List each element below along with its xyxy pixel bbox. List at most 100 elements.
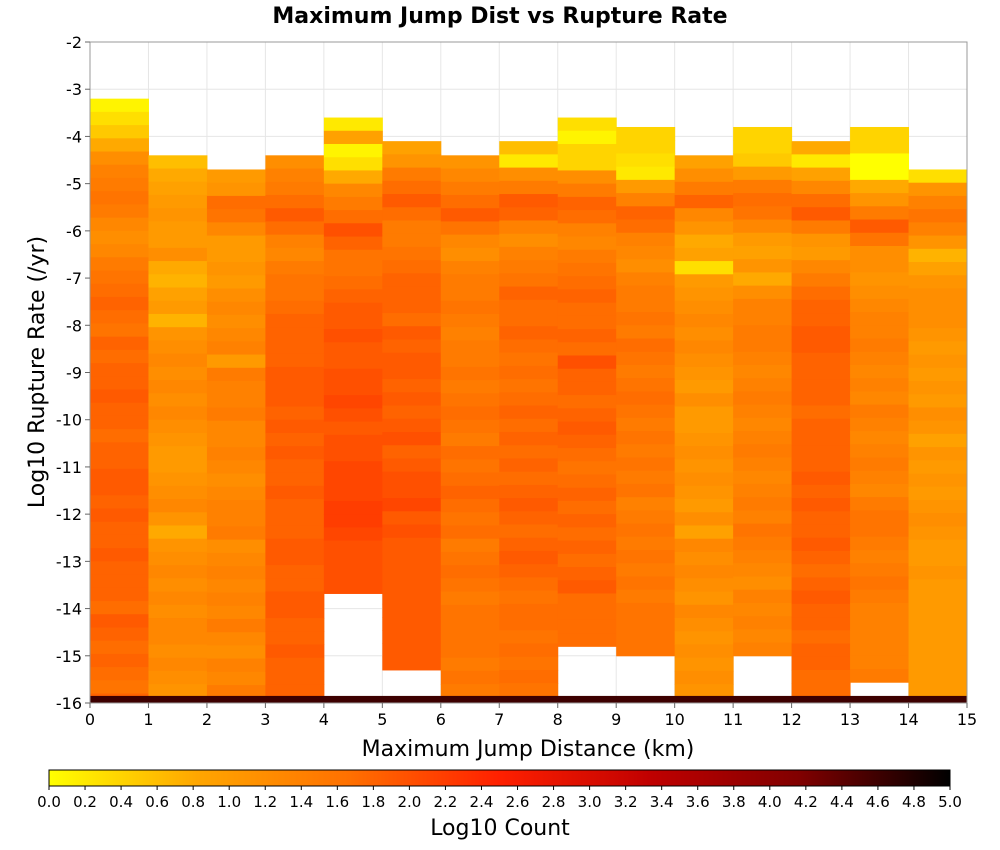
heatmap-cell	[908, 658, 968, 673]
heatmap-cell	[90, 587, 149, 602]
y-tick-label: -11	[56, 458, 82, 477]
heatmap-cell	[557, 315, 617, 330]
heatmap-cell	[499, 352, 559, 367]
y-tick-label: -14	[56, 600, 82, 619]
heatmap-cell	[908, 341, 968, 356]
heatmap-cell	[323, 117, 383, 132]
heatmap-cell	[733, 153, 793, 168]
heatmap-cell	[499, 405, 559, 420]
heatmap-cell	[674, 565, 734, 579]
heatmap-cell	[382, 564, 442, 578]
heatmap-cell	[616, 431, 676, 445]
heatmap-cell	[557, 249, 617, 264]
heatmap-cell	[206, 605, 266, 620]
heatmap-cell	[148, 300, 208, 315]
heatmap-cell	[265, 313, 325, 328]
heatmap-cell	[499, 326, 559, 340]
heatmap-cell	[382, 154, 442, 169]
heatmap-cell	[90, 283, 149, 298]
heatmap-cell	[323, 395, 383, 409]
heatmap-cell	[850, 245, 910, 260]
heatmap-cell	[148, 194, 208, 209]
heatmap-cell	[791, 683, 851, 697]
heatmap-cell	[90, 402, 149, 417]
heatmap-cell	[908, 209, 968, 223]
heatmap-cell	[733, 378, 793, 392]
heatmap-cell	[733, 338, 793, 353]
heatmap-cell	[850, 536, 910, 551]
heatmap-cell	[382, 656, 442, 671]
heatmap-cell	[382, 246, 442, 261]
heatmap-cell	[908, 552, 968, 567]
x-tick-label: 3	[260, 710, 270, 729]
heatmap-cell	[148, 261, 208, 275]
heatmap-cell	[791, 537, 851, 552]
heatmap-cell	[557, 474, 617, 489]
heatmap-cell	[206, 222, 266, 237]
heatmap-cell	[265, 287, 325, 302]
heatmap-cell	[791, 141, 851, 155]
heatmap-cell	[499, 365, 559, 380]
heatmap-cell	[499, 167, 559, 182]
heatmap-cell	[674, 327, 734, 341]
heatmap-cell	[557, 619, 617, 634]
heatmap-cell	[557, 117, 617, 132]
heatmap-cell	[850, 444, 910, 458]
heatmap-cell	[382, 339, 442, 354]
heatmap-cell	[323, 302, 383, 317]
heatmap-cell	[265, 670, 325, 685]
heatmap-cell	[382, 286, 442, 301]
colorbar-tick-label: 0.6	[145, 793, 169, 811]
heatmap-cell	[206, 301, 266, 316]
heatmap-cell	[616, 550, 676, 564]
heatmap-cell	[616, 153, 676, 168]
heatmap-cell	[90, 534, 149, 549]
heatmap-cell	[908, 195, 968, 210]
heatmap-cell	[616, 166, 676, 181]
heatmap-cell	[674, 472, 734, 487]
heatmap-cell	[850, 232, 910, 247]
heatmap-cell	[850, 497, 910, 511]
heatmap-cell	[557, 487, 617, 502]
heatmap-cell	[791, 590, 851, 605]
heatmap-cell	[265, 234, 325, 249]
heatmap-cell	[557, 355, 617, 370]
heatmap-cell	[440, 604, 500, 619]
heatmap-cell	[206, 433, 266, 448]
heatmap-cell	[382, 577, 442, 592]
heatmap-cell	[733, 206, 793, 221]
heatmap-cell	[499, 220, 559, 235]
heatmap-cell	[206, 380, 266, 395]
heatmap-cell	[557, 262, 617, 277]
heatmap-cell	[265, 525, 325, 540]
heatmap-cell	[791, 339, 851, 354]
heatmap-cell	[791, 603, 851, 618]
heatmap-cell	[674, 684, 734, 697]
heatmap-cell	[557, 130, 617, 145]
heatmap-cell	[616, 602, 676, 617]
heatmap-cell	[499, 273, 559, 288]
heatmap-cell	[733, 166, 793, 181]
heatmap-cell	[791, 313, 851, 327]
heatmap-cell	[382, 524, 442, 539]
heatmap-cell	[557, 540, 617, 555]
heatmap-cell	[791, 379, 851, 393]
heatmap-cell	[206, 447, 266, 461]
heatmap-cell	[382, 458, 442, 473]
heatmap-cell	[674, 604, 734, 619]
heatmap-cell	[850, 126, 910, 141]
heatmap-cell	[674, 208, 734, 222]
y-tick-label: -3	[66, 80, 82, 99]
heatmap-cell	[674, 446, 734, 460]
colorbar-tick-label: 0.2	[73, 793, 97, 811]
heatmap-cell	[674, 380, 734, 394]
heatmap-cell	[265, 604, 325, 619]
heatmap-cell	[674, 525, 734, 540]
heatmap-cell	[206, 169, 266, 184]
heatmap-cell	[791, 273, 851, 288]
heatmap-cell	[791, 180, 851, 195]
heatmap-cell	[206, 645, 266, 660]
heatmap-cell	[440, 618, 500, 632]
heatmap-cell	[616, 193, 676, 207]
